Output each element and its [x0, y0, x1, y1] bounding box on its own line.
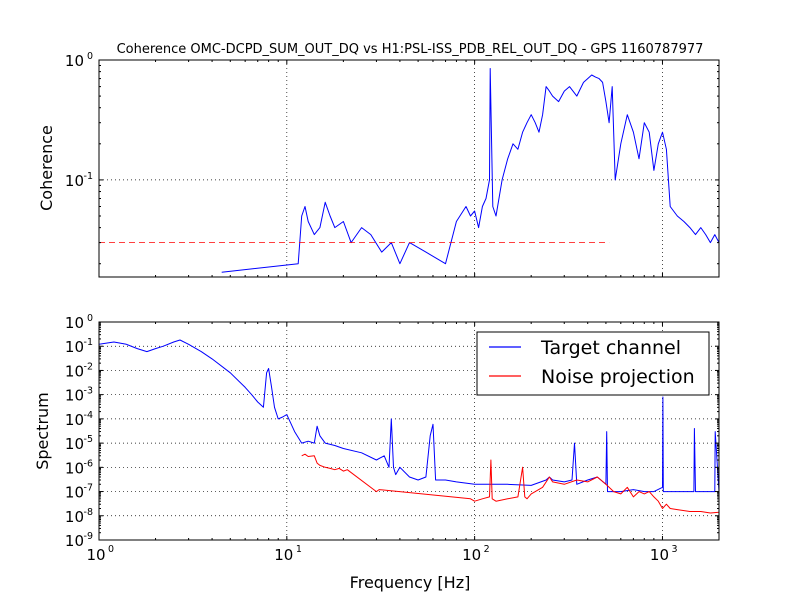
spectrum-plot-area: [99, 339, 719, 514]
spectrum-xlabel: Frequency [Hz]: [350, 573, 471, 592]
y-tick-label: 10: [65, 484, 84, 502]
x-tick-exponent: 1: [296, 544, 302, 555]
legend: Target channel Noise projection: [476, 331, 710, 396]
y-tick-label: 10: [65, 52, 84, 70]
y-tick-exponent: -5: [84, 434, 93, 445]
y-tick-label: 10: [65, 172, 84, 190]
x-tick-label: 10: [86, 546, 105, 564]
y-tick-exponent: -8: [84, 507, 93, 518]
target-channel-series: [99, 339, 719, 493]
y-tick-exponent: -1: [84, 171, 93, 182]
y-tick-exponent: -4: [84, 410, 93, 421]
y-tick-exponent: -7: [84, 483, 93, 494]
x-tick-label: 10: [650, 546, 669, 564]
coherence-plot-area: [99, 68, 719, 273]
y-tick-label: 10: [65, 314, 84, 332]
y-tick-label: 10: [65, 459, 84, 477]
spectrum-axes-frame: [98, 321, 720, 541]
y-tick-label: 10: [65, 387, 84, 405]
noise-projection-series: [301, 453, 719, 514]
y-tick-exponent: -2: [84, 361, 93, 372]
legend-label-noise-projection: Noise projection: [541, 366, 695, 388]
y-tick-label: 10: [65, 411, 84, 429]
y-tick-exponent: -9: [84, 531, 93, 542]
y-tick-label: 10: [65, 338, 84, 356]
coherence-series: [221, 68, 719, 273]
y-tick-label: 10: [65, 532, 84, 550]
y-tick-label: 10: [65, 435, 84, 453]
x-tick-label: 10: [274, 546, 293, 564]
spectrum-panel: Spectrum Frequency [Hz] 10 010 -110 -210 -31…: [33, 313, 720, 592]
legend-label-target-channel: Target channel: [540, 337, 681, 359]
spectrum-ylabel: Spectrum: [33, 392, 52, 470]
x-tick-exponent: 0: [108, 544, 114, 555]
y-tick-exponent: -1: [84, 337, 93, 348]
y-tick-exponent: -6: [84, 458, 93, 469]
x-tick-label: 10: [462, 546, 481, 564]
y-tick-exponent: 0: [87, 51, 93, 62]
y-tick-exponent: 0: [87, 313, 93, 324]
coherence-panel: Coherence OMC-DCPD_SUM_OUT_DQ vs H1:PSL-…: [37, 42, 720, 278]
y-tick-exponent: -3: [84, 386, 93, 397]
y-tick-label: 10: [65, 362, 84, 380]
spectrum-x-ticks: 10 0 10 1 10 2 10 3: [86, 322, 720, 564]
chart-title: Coherence OMC-DCPD_SUM_OUT_DQ vs H1:PSL-…: [117, 42, 704, 57]
coherence-ylabel: Coherence: [37, 125, 56, 211]
legend-box: [476, 331, 710, 396]
x-tick-exponent: 2: [484, 544, 490, 555]
coherence-axes-frame: [98, 59, 720, 278]
y-tick-label: 10: [65, 508, 84, 526]
x-tick-exponent: 3: [671, 544, 677, 555]
